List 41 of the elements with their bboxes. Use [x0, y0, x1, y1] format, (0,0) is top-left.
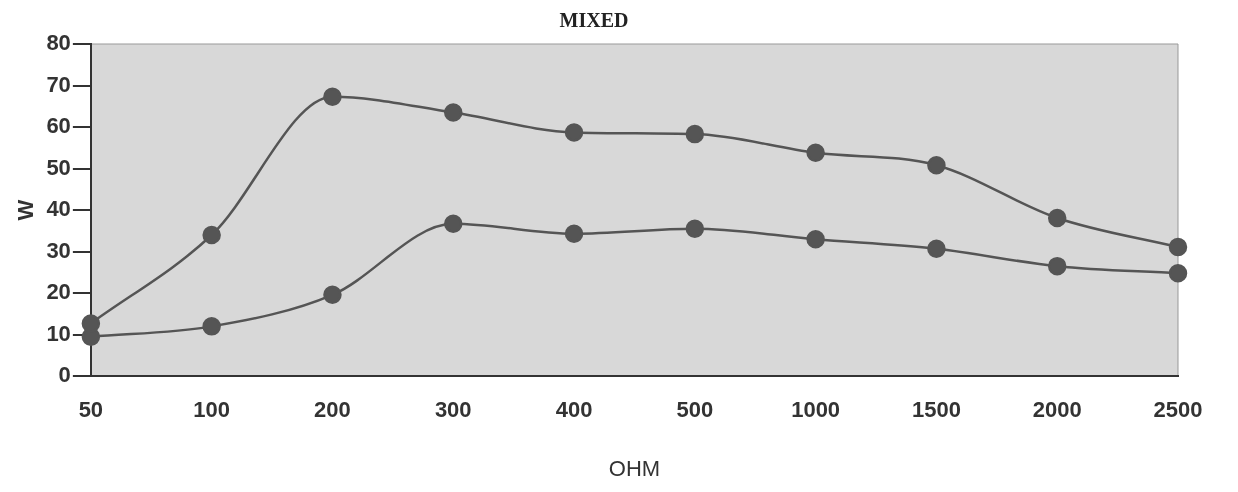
- x-tick-label: 1000: [791, 397, 841, 423]
- point: [323, 87, 342, 106]
- y-tick-label: 80: [46, 30, 71, 56]
- y-axis-title: W: [13, 199, 39, 221]
- y-tick-label: 60: [46, 113, 71, 139]
- y-tick-label: 0: [58, 362, 71, 388]
- chart-title: MIXED: [559, 9, 629, 32]
- point: [323, 285, 342, 305]
- x-tick-label: 500: [676, 397, 714, 423]
- y-tick-label: 30: [46, 237, 71, 263]
- point: [81, 314, 101, 333]
- point: [202, 225, 221, 245]
- x-tick-label: 1500: [911, 397, 961, 423]
- y-tick-label: 40: [46, 196, 71, 222]
- point: [806, 229, 825, 249]
- point: [685, 219, 705, 239]
- y-tick-label: 50: [46, 154, 71, 180]
- x-tick-label: 2500: [1153, 397, 1203, 423]
- point: [927, 156, 946, 175]
- point: [806, 143, 825, 163]
- point: [444, 103, 463, 122]
- point: [1047, 256, 1067, 276]
- point: [1047, 208, 1067, 228]
- x-tick-label: 300: [434, 397, 472, 423]
- x-tick-label: 2000: [1032, 397, 1082, 423]
- point: [1168, 237, 1188, 257]
- x-axis-title: OHM: [608, 455, 661, 481]
- point: [1168, 263, 1188, 283]
- point: [685, 124, 705, 144]
- point: [564, 224, 584, 244]
- point: [444, 214, 463, 234]
- x-tick-label: 400: [555, 397, 593, 423]
- y-tick-label: 10: [46, 320, 71, 346]
- y-tick-label: 70: [46, 71, 71, 97]
- x-tick-label: 50: [78, 397, 104, 423]
- x-tick-label: 100: [193, 397, 231, 423]
- x-tick-label: 200: [314, 397, 351, 423]
- point: [564, 123, 584, 142]
- y-tick-label: 20: [46, 279, 71, 305]
- point: [202, 317, 221, 336]
- point: [927, 239, 946, 258]
